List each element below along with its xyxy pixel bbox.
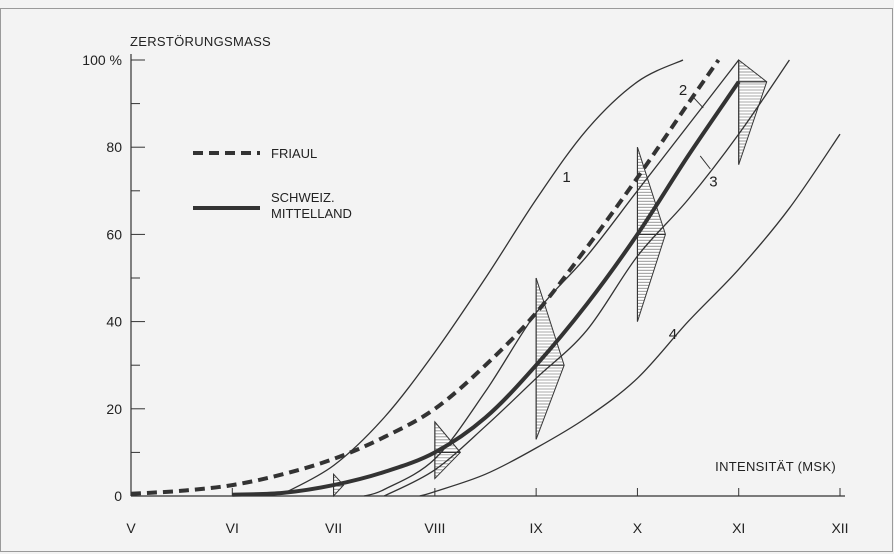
- curve-label-1: 1: [562, 169, 570, 186]
- distribution-5: [738, 58, 768, 165]
- y-tick-label: 40: [106, 314, 122, 330]
- x-tick-label: V: [126, 520, 136, 536]
- curve-4: [419, 133, 841, 497]
- y-tick-label: 100 %: [82, 52, 122, 68]
- distribution-outline: [738, 58, 768, 165]
- leader-line-3: [699, 155, 711, 170]
- curve-label-3: 3: [709, 173, 717, 190]
- x-tick-label: IX: [530, 520, 544, 536]
- curve-1: [282, 59, 684, 495]
- curve-2: [363, 59, 740, 497]
- chart-frame: [0, 8, 893, 552]
- curve-label-4: 4: [669, 326, 677, 343]
- x-axis-title: INTENSITÄT (MSK): [715, 459, 836, 474]
- y-tick-label: 20: [106, 401, 122, 417]
- legend: FRIAUL SCHWEIZ. MITTELLAND: [193, 146, 352, 221]
- y-axis-title: ZERSTÖRUNGSMASS: [130, 34, 271, 49]
- leader-line-2: [692, 96, 704, 109]
- x-tick-label: VI: [226, 520, 239, 536]
- legend-label-friaul: FRIAUL: [271, 146, 317, 161]
- x-tick-label: XII: [831, 520, 848, 536]
- curve-label-2: 2: [679, 82, 687, 99]
- y-tick-label: 80: [106, 139, 122, 155]
- legend-label-mittelland-2: MITTELLAND: [271, 206, 352, 221]
- legend-label-mittelland-1: SCHWEIZ.: [271, 190, 335, 205]
- x-tick-label: X: [633, 520, 643, 536]
- series-friaul: [130, 58, 721, 496]
- x-tick-label: VII: [325, 520, 342, 536]
- y-tick-label: 0: [114, 488, 122, 504]
- y-tick-label: 60: [106, 226, 122, 242]
- series-schweiz-mittelland: [232, 80, 741, 497]
- x-tick-label: VIII: [424, 520, 445, 536]
- x-tick-label: XI: [732, 520, 745, 536]
- curve-3: [383, 59, 790, 497]
